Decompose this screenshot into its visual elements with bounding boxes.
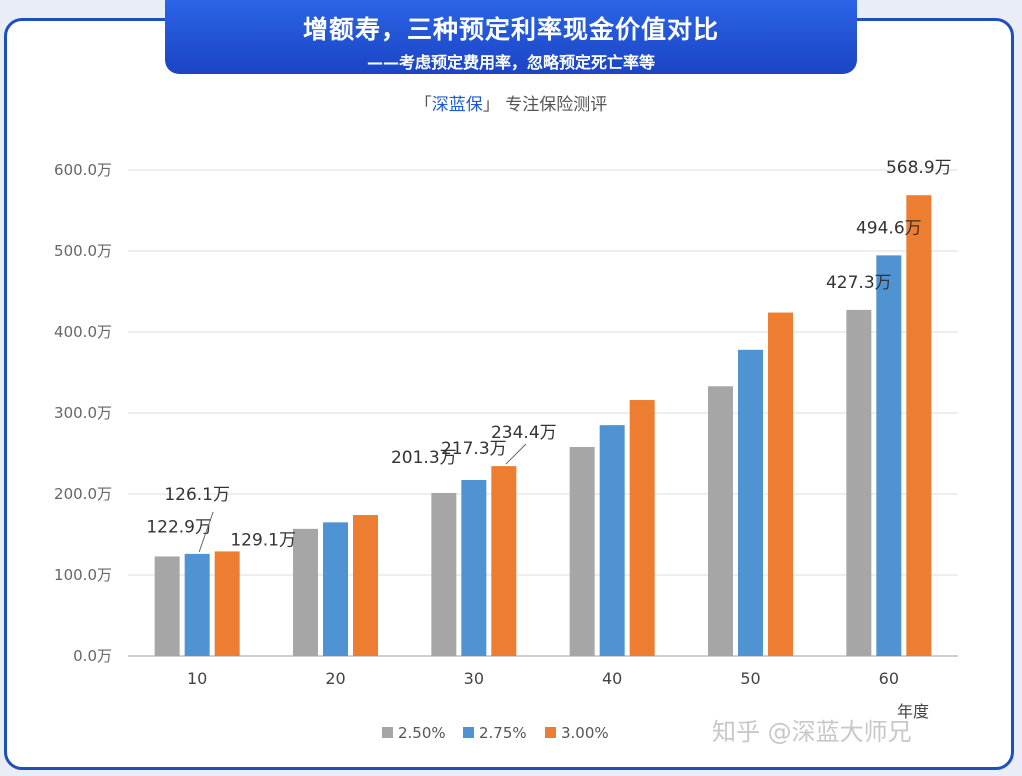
brand-bracket-open: 「 [414,95,432,115]
y-tick-label: 200.0万 [54,485,112,503]
bar-2-75pct-30 [461,479,487,656]
leader-line [198,511,214,553]
y-tick-label: 400.0万 [54,323,112,341]
x-tick-label: 60 [879,669,899,688]
bar-3-00pct-10 [214,551,240,656]
data-label: 427.3万 [826,273,892,293]
bar-3-00pct-30 [491,466,517,656]
brand-name: 深蓝保 [431,95,483,115]
brand-tagline: 专注保险测评 [505,95,608,115]
bar-3-00pct-60 [906,195,932,657]
data-label: 217.3万 [441,439,507,459]
bar-2-50pct-60 [846,309,872,656]
chart-subtitle: ——考虑预定费用率，忽略预定死亡率等 [366,53,655,72]
x-tick-label: 40 [602,669,622,688]
data-label: 494.6万 [856,218,922,238]
legend-label: 2.75% [479,724,527,742]
title-banner: 增额寿，三种预定利率现金价值对比 ——考虑预定费用率，忽略预定死亡率等 [165,0,857,74]
bar-3-00pct-20 [353,515,378,656]
data-label: 234.4万 [491,423,557,443]
watermark: 知乎 @深蓝大师兄 [712,718,912,746]
bar-2-50pct-50 [708,386,733,656]
legend-label: 2.50% [398,724,446,742]
legend-swatch-1 [463,727,474,738]
leader-line [505,443,527,465]
y-tick-label: 300.0万 [54,404,112,422]
legend-swatch-0 [382,727,393,738]
y-tick-label: 100.0万 [54,566,112,584]
chart-title: 增额寿，三种预定利率现金价值对比 [302,15,719,44]
bar-2-75pct-20 [323,522,348,656]
bar-2-75pct-40 [599,425,625,656]
bar-2-50pct-30 [431,492,457,656]
bar-2-75pct-10 [184,553,210,656]
y-tick-label: 500.0万 [54,242,112,260]
x-tick-label: 20 [325,669,345,688]
brand-bracket-close: 」 [482,95,500,115]
bar-2-50pct-10 [154,556,180,656]
bar-2-75pct-50 [738,349,763,656]
x-axis-title: 年度 [897,702,929,721]
data-label: 122.9万 [146,517,212,537]
bar-2-50pct-20 [293,528,318,656]
data-label: 201.3万 [391,448,457,468]
bar-3-00pct-40 [629,400,655,656]
x-tick-label: 50 [740,669,760,688]
bar-2-75pct-60 [876,255,902,656]
data-label: 568.9万 [886,158,952,178]
y-tick-label: 0.0万 [73,647,112,665]
legend-label: 3.00% [561,724,609,742]
brand-line: 「深蓝保」 专注保险测评 [0,90,1022,115]
data-label: 129.1万 [230,530,296,550]
bar-2-50pct-40 [569,447,595,656]
bar-3-00pct-50 [768,312,793,656]
data-label: 126.1万 [164,485,230,505]
y-tick-label: 600.0万 [54,161,112,179]
legend-swatch-2 [545,727,556,738]
x-tick-label: 10 [187,669,207,688]
x-tick-label: 30 [464,669,484,688]
